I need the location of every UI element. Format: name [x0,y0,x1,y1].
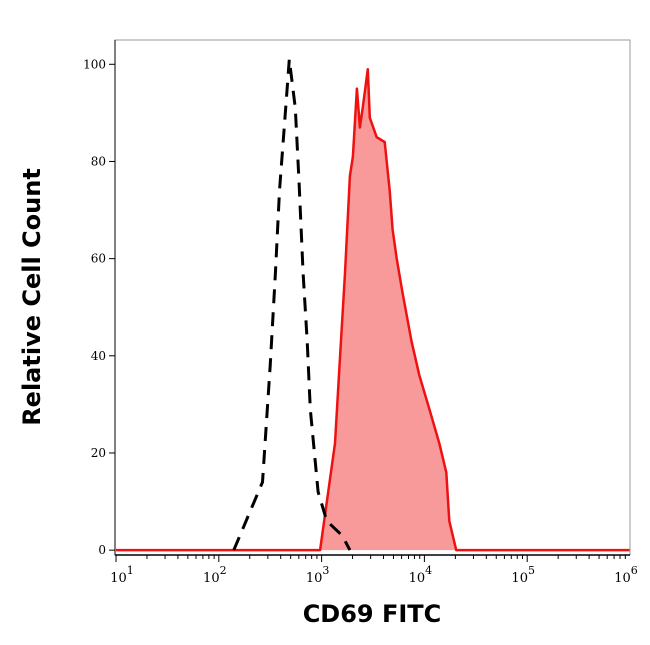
x-axis-label: CD69 FITC [303,600,442,628]
x-tick-label: 106 [614,564,638,586]
y-tick-label: 80 [91,154,106,168]
y-tick-label: 20 [91,446,106,460]
series-fill-1 [116,69,630,551]
y-tick-label: 100 [83,57,106,71]
x-tick-label: 104 [409,564,433,586]
x-tick-label: 102 [203,564,227,586]
y-tick-label: 40 [91,349,106,363]
y-axis-label: Relative Cell Count [18,168,46,426]
y-tick-label: 60 [91,252,106,266]
x-tick-label: 101 [110,564,134,586]
y-tick-label: 0 [98,543,106,557]
series-line-0 [232,59,352,551]
x-tick-label: 105 [511,564,535,586]
x-tick-label: 103 [306,564,330,586]
series-line-1 [116,67,630,552]
